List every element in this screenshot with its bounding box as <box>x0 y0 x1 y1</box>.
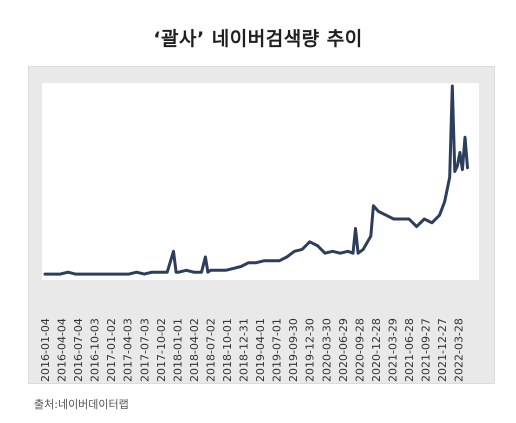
x-tick-label: 2021-12-27 <box>436 318 449 382</box>
x-tick-label: 2020-09-28 <box>353 318 366 382</box>
x-tick-label: 2018-10-01 <box>221 318 234 382</box>
x-tick-label: 2019-04-01 <box>254 318 267 382</box>
x-tick-label: 2021-09-27 <box>420 318 433 382</box>
x-tick-label: 2016-10-03 <box>89 318 102 382</box>
x-tick-label: 2019-07-01 <box>271 318 284 382</box>
x-tick-label: 2020-03-30 <box>320 318 333 382</box>
source-note: 출처:네이버데이터랩 <box>34 398 129 411</box>
x-tick-label: 2018-07-02 <box>205 318 218 382</box>
plot-area <box>42 83 479 280</box>
x-tick-label: 2017-04-03 <box>122 318 135 382</box>
x-tick-label: 2021-06-28 <box>403 318 416 382</box>
x-tick-label: 2022-03-28 <box>453 318 466 382</box>
x-tick-label: 2017-10-02 <box>155 318 168 382</box>
x-tick-label: 2021-03-29 <box>386 318 399 382</box>
x-tick-label: 2020-06-29 <box>337 318 350 382</box>
x-tick-label: 2018-12-31 <box>238 318 251 382</box>
chart-title: ‘괄사’ 네이버검색량 추이 <box>153 28 363 50</box>
x-tick-label: 2016-01-04 <box>39 318 52 382</box>
x-tick-label: 2019-12-30 <box>304 318 317 382</box>
x-tick-label: 2016-07-04 <box>72 318 85 382</box>
x-tick-label: 2018-01-01 <box>171 318 184 382</box>
x-tick-label: 2017-01-02 <box>105 318 118 382</box>
x-tick-label: 2020-12-28 <box>370 318 383 382</box>
series-line-0 <box>43 84 469 276</box>
x-tick-label: 2016-04-04 <box>56 318 69 382</box>
x-tick-label: 2019-09-30 <box>287 318 300 382</box>
x-tick-label: 2017-07-03 <box>138 318 151 382</box>
x-tick-label: 2018-04-02 <box>188 318 201 382</box>
